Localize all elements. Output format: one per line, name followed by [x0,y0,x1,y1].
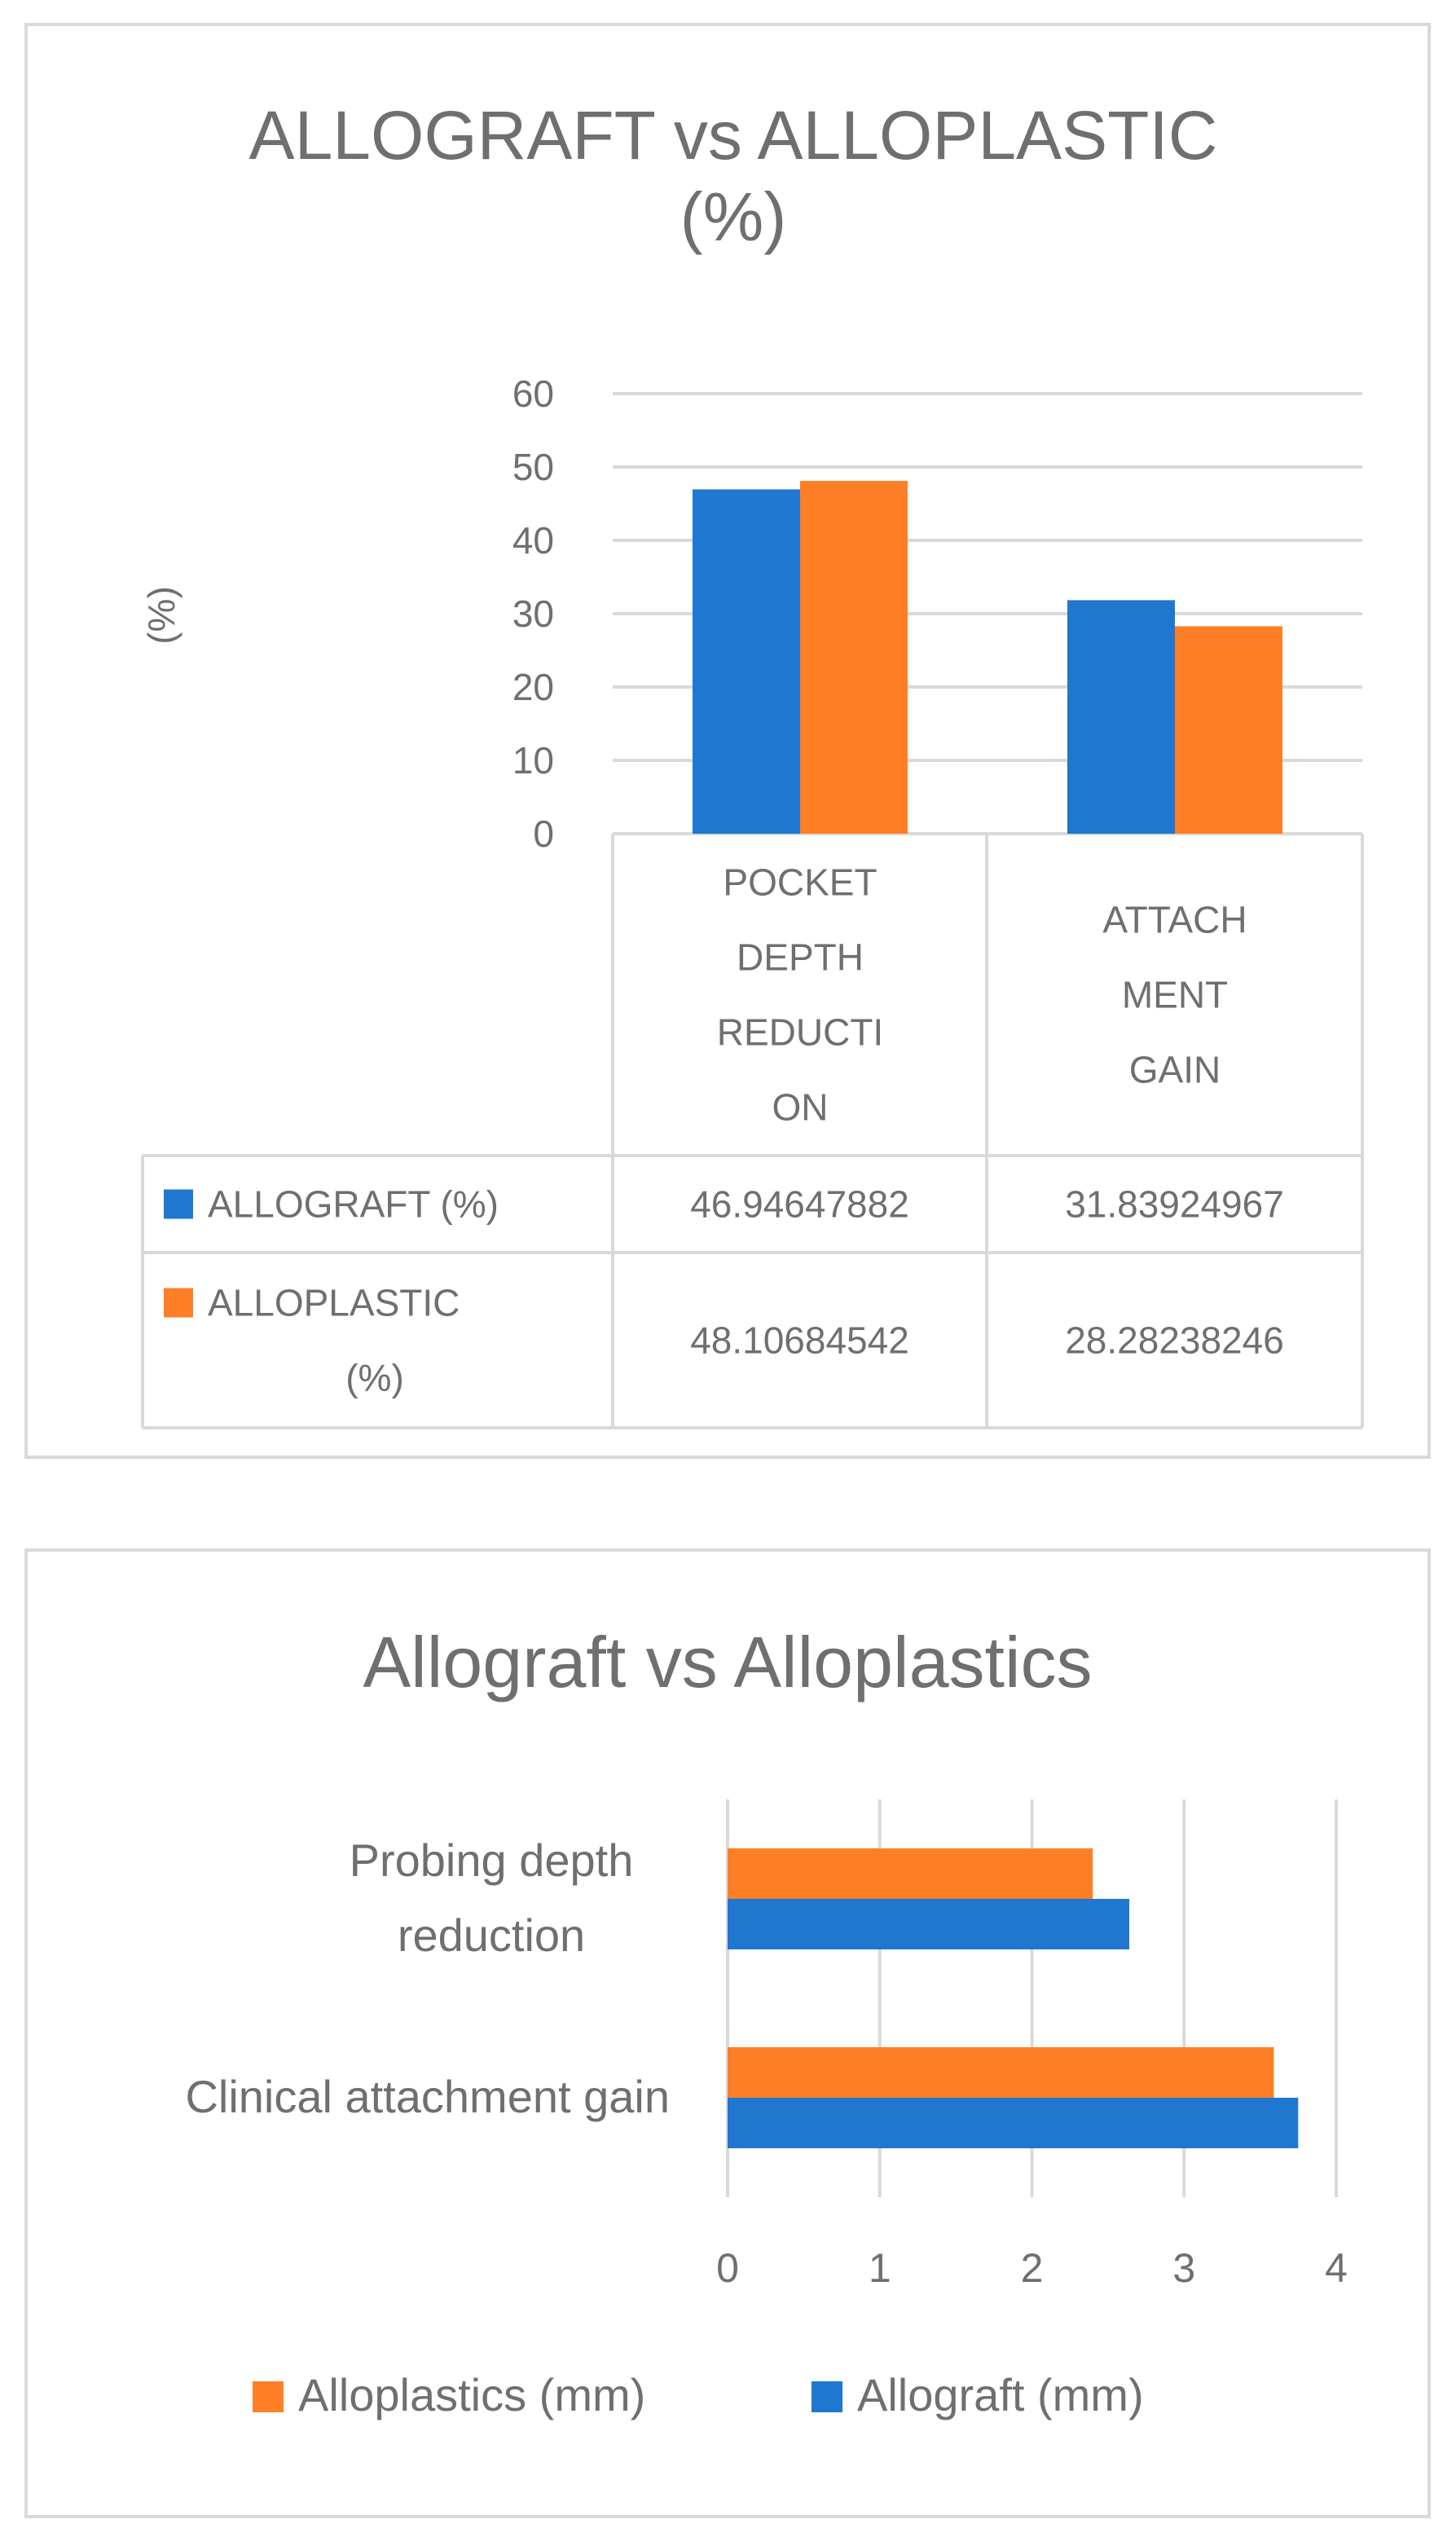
y-axis-label: (%) [140,586,183,645]
legend-key [164,1288,193,1318]
bar-alloplastic [800,481,908,834]
category-label-line: Clinical attachment gain [185,2071,670,2122]
legend-label: Allograft (mm) [857,2369,1144,2420]
x-tick-label: 2 [1021,2245,1044,2291]
x-tick-label: 4 [1325,2245,1348,2291]
series-name-line: ALLOGRAFT (%) [208,1183,499,1226]
chart-title-line: (%) [680,178,787,255]
category-label-line: ON [772,1086,829,1129]
bar-allograft [728,2098,1299,2148]
category-label-line: reduction [398,1909,585,1961]
bar-chart-percent: ALLOGRAFT vs ALLOPLASTIC(%)(%)0102030405… [140,97,1364,1429]
series-name-line: (%) [345,1357,404,1399]
horizontal-bar-chart-mm: Allograft vs Alloplastics 0 1 2 3 4 Probing de… [185,1622,1348,2420]
legend-key [253,2381,284,2412]
category-label-line: Probing depth [350,1834,634,1886]
legend-key [812,2381,842,2412]
bar-alloplastics [728,2047,1274,2098]
table-value: 48.10684542 [690,1319,909,1362]
bar-alloplastic [1175,626,1282,834]
y-tick-label: 40 [512,519,554,562]
category-label-line: REDUCTI [717,1011,883,1054]
bar-alloplastics [728,1848,1093,1899]
y-tick-label: 60 [512,372,554,415]
y-tick-label: 30 [512,592,554,635]
category-label-line: ATTACH [1102,899,1247,941]
x-tick-label: 1 [869,2245,891,2291]
chart-panel-allograft-vs-alloplastic: ALLOGRAFT vs ALLOPLASTIC (%) (%) 0 10 20 30 40 5… [24,23,1431,1459]
chart-panel-allograft-vs-alloplastics: Allograft vs Alloplastics 0 1 2 3 4 Probing de… [24,1548,1431,2518]
legend-key [164,1189,193,1219]
bar-allograft [728,1899,1130,1949]
series-name-line: ALLOPLASTIC [208,1282,460,1324]
legend-label: Alloplastics (mm) [298,2369,645,2420]
y-tick-label: 20 [512,666,554,708]
category-label-line: GAIN [1129,1049,1221,1091]
chart-title: Allograft vs Alloplastics [363,1622,1092,1702]
bar-allograft [1067,600,1175,834]
x-tick-label: 0 [716,2245,739,2291]
table-value: 46.94647882 [690,1183,909,1226]
table-value: 31.83924967 [1065,1183,1284,1226]
table-value: 28.28238246 [1065,1319,1284,1362]
chart-title-line: ALLOGRAFT vs ALLOPLASTIC [249,97,1218,174]
bar-allograft [693,489,800,834]
y-tick-label: 10 [512,739,554,782]
x-tick-label: 3 [1172,2245,1195,2291]
y-tick-label: 0 [533,813,554,855]
y-tick-label: 50 [512,446,554,488]
category-label-line: POCKET [723,861,877,904]
category-label-line: DEPTH [737,936,864,979]
category-label-line: MENT [1122,974,1228,1016]
